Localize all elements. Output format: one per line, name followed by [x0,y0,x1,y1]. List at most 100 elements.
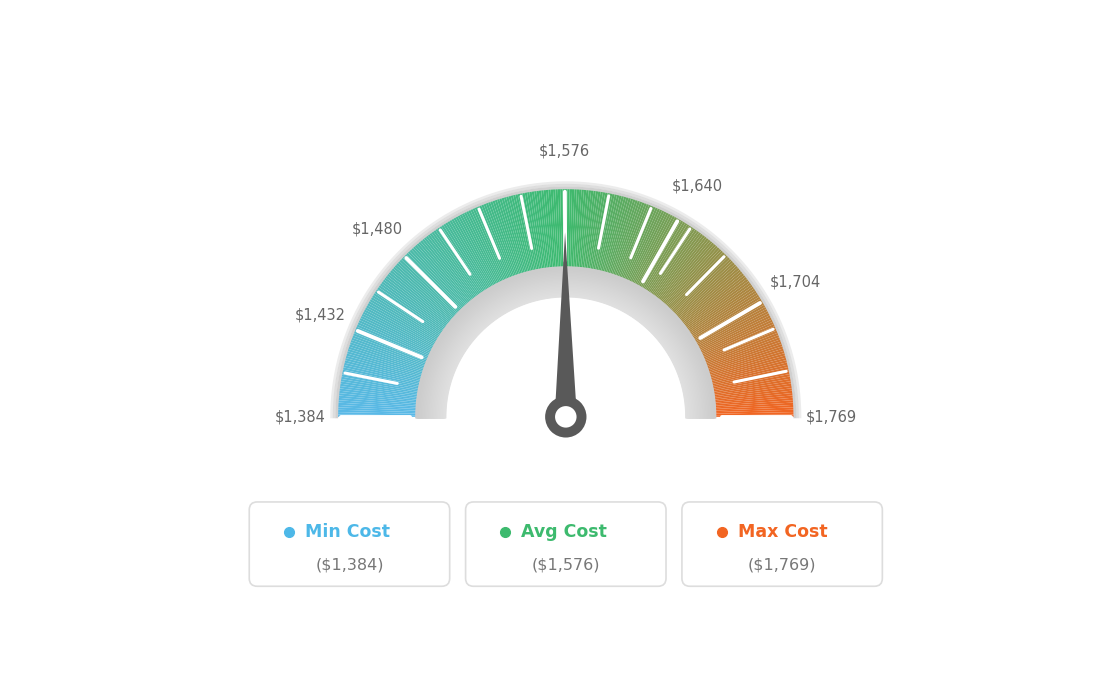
Wedge shape [338,397,417,406]
Wedge shape [363,309,434,348]
Wedge shape [703,326,777,359]
Wedge shape [466,210,501,282]
Wedge shape [619,203,649,277]
Wedge shape [537,190,548,268]
Wedge shape [455,215,495,286]
Wedge shape [337,412,416,415]
Wedge shape [468,209,503,282]
Wedge shape [635,213,673,285]
Wedge shape [689,288,756,334]
Wedge shape [508,195,530,272]
Wedge shape [360,315,432,352]
Wedge shape [340,374,418,391]
Wedge shape [682,273,745,324]
Wedge shape [641,219,684,288]
Wedge shape [580,189,588,268]
Wedge shape [713,379,792,393]
Wedge shape [599,194,619,272]
Wedge shape [592,191,608,270]
Wedge shape [531,190,545,269]
Wedge shape [412,246,467,306]
Wedge shape [703,328,778,360]
Wedge shape [346,351,423,375]
Wedge shape [625,206,658,280]
Wedge shape [673,258,732,314]
Wedge shape [373,290,442,335]
Wedge shape [577,188,586,268]
Wedge shape [506,195,528,273]
Wedge shape [361,313,433,351]
Wedge shape [699,313,771,351]
Wedge shape [353,331,427,362]
Wedge shape [520,192,538,270]
Wedge shape [395,262,456,317]
Wedge shape [565,188,567,267]
Wedge shape [715,402,795,409]
Wedge shape [569,188,572,268]
Wedge shape [655,233,704,297]
Wedge shape [591,191,606,270]
Wedge shape [461,212,499,284]
Wedge shape [548,188,555,268]
Wedge shape [640,218,682,288]
Wedge shape [529,190,543,269]
Wedge shape [365,305,435,345]
Wedge shape [654,231,702,297]
Wedge shape [636,215,676,286]
Wedge shape [700,317,773,353]
Wedge shape [708,344,784,371]
Wedge shape [350,337,426,366]
Wedge shape [484,202,513,277]
Wedge shape [440,224,486,292]
Wedge shape [475,206,508,280]
Wedge shape [338,395,417,404]
Wedge shape [677,264,737,318]
Wedge shape [714,391,794,401]
Wedge shape [337,400,416,408]
Wedge shape [643,221,686,290]
Wedge shape [372,293,440,337]
Wedge shape [705,335,781,364]
Wedge shape [425,235,475,299]
Polygon shape [554,233,577,417]
Wedge shape [379,282,445,331]
Wedge shape [608,197,634,274]
Wedge shape [349,339,425,368]
Wedge shape [368,301,437,342]
Wedge shape [370,297,438,339]
Wedge shape [383,277,447,326]
Text: ($1,769): ($1,769) [747,557,816,572]
Wedge shape [713,381,793,395]
Wedge shape [343,360,421,382]
Wedge shape [714,393,794,403]
Wedge shape [391,268,453,321]
Wedge shape [702,324,776,357]
Wedge shape [527,190,542,270]
Wedge shape [696,304,766,344]
Text: ($1,384): ($1,384) [316,557,384,572]
Wedge shape [403,253,461,311]
Wedge shape [359,317,431,353]
Wedge shape [445,221,488,290]
Wedge shape [698,308,768,347]
Wedge shape [631,211,669,284]
Wedge shape [581,189,592,268]
Wedge shape [693,296,762,339]
Wedge shape [481,204,512,278]
Wedge shape [620,204,651,278]
Text: Max Cost: Max Cost [737,524,827,542]
Wedge shape [607,197,631,273]
Wedge shape [649,227,696,294]
Wedge shape [701,319,774,355]
Text: $1,769: $1,769 [806,409,857,424]
Wedge shape [497,198,522,275]
Wedge shape [715,405,795,411]
Wedge shape [659,239,711,302]
Wedge shape [433,229,480,295]
Wedge shape [708,346,784,372]
Wedge shape [477,205,509,279]
Wedge shape [343,357,422,380]
Wedge shape [688,284,754,331]
Wedge shape [339,384,418,397]
Wedge shape [704,330,778,362]
